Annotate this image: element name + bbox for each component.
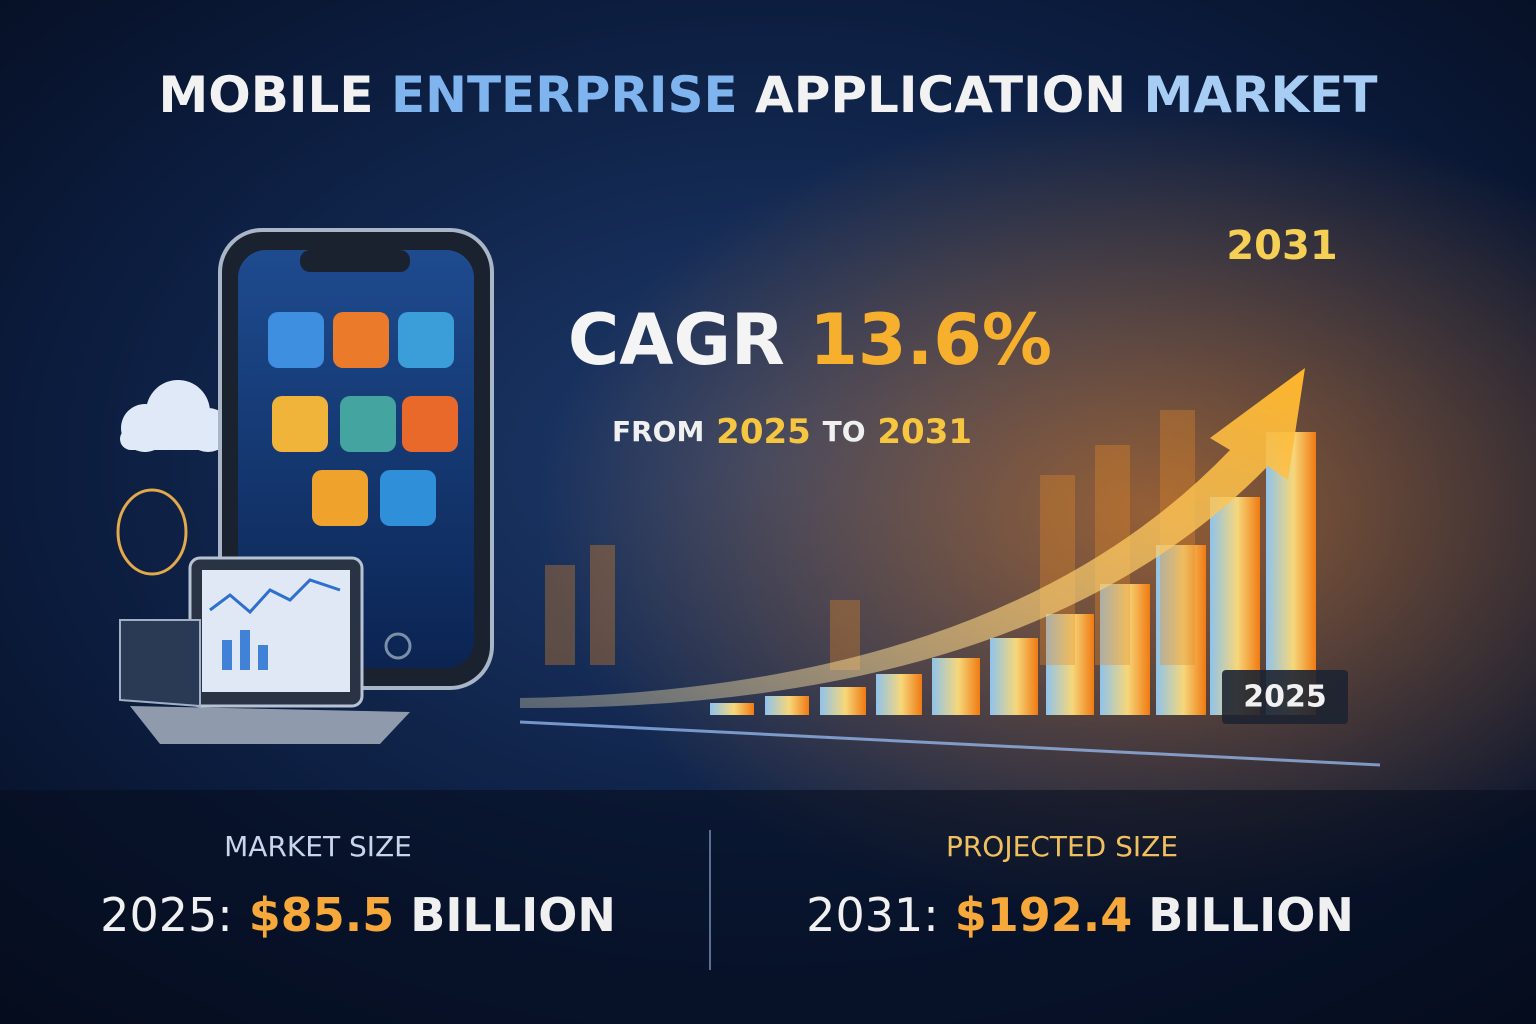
stat-value: 2025: $85.5 BILLION: [100, 888, 616, 942]
title-word: MOBILE: [159, 66, 374, 124]
baseline: [519, 720, 1381, 767]
stat-unit: BILLION: [410, 888, 616, 942]
stat-year: 2031:: [806, 888, 939, 942]
start-year-box: [1222, 670, 1348, 724]
end-year: 2031: [877, 412, 972, 452]
stat-heading: MARKET SIZE: [224, 830, 412, 863]
stats-panel: [0, 790, 1536, 1024]
to-label: TO: [823, 415, 866, 448]
cagr-label: CAGR: [568, 299, 785, 381]
start-year-label: 2025: [1243, 680, 1327, 715]
title: MOBILE ENTERPRISE APPLICATION MARKET: [159, 66, 1378, 124]
stat-unit: BILLION: [1148, 888, 1354, 942]
laptop: [119, 556, 410, 744]
title-word: MARKET: [1144, 66, 1378, 124]
start-year: 2025: [716, 412, 811, 452]
stat-heading: PROJECTED SIZE: [946, 830, 1178, 863]
growth-arrow: [520, 368, 1305, 709]
stat-amount: $192.4: [955, 888, 1133, 942]
title-word: APPLICATION: [755, 66, 1126, 124]
end-year-label: 2031: [1226, 223, 1337, 269]
from-label: FROM: [612, 415, 704, 448]
cagr-value: 13.6%: [809, 299, 1052, 381]
shield-icon: [116, 488, 188, 576]
cagr-text: CAGR 13.6%: [568, 299, 1052, 381]
stat-year: 2025:: [100, 888, 233, 942]
stat-value: 2031: $192.4 BILLION: [806, 888, 1354, 942]
title-word: ENTERPRISE: [391, 66, 738, 124]
growth-bars: [710, 432, 1316, 715]
stat-amount: $85.5: [249, 888, 395, 942]
cagr-period: FROM 2025 TO 2031: [612, 412, 972, 452]
